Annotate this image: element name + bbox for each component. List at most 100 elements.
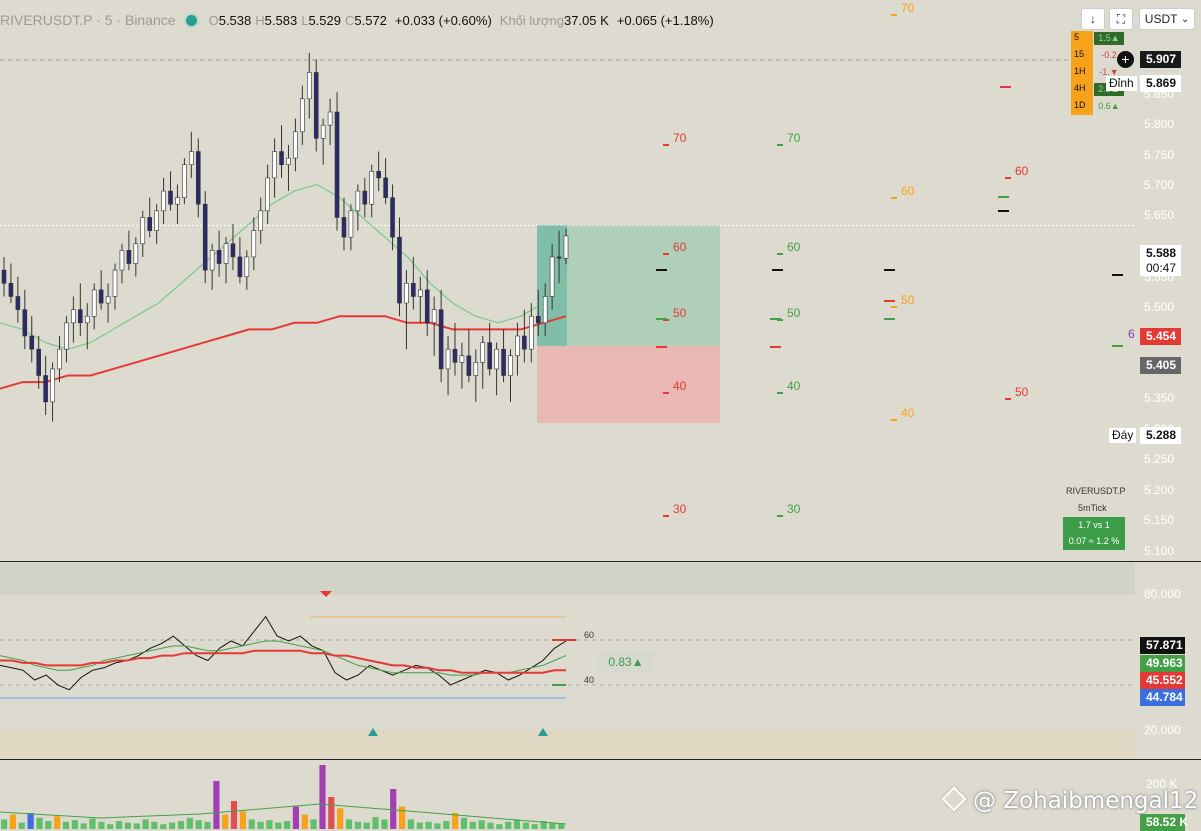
candle-body bbox=[529, 315, 534, 350]
chevron-down-icon: ⌄ bbox=[1180, 13, 1190, 25]
volume-bar bbox=[416, 822, 423, 829]
candle-body bbox=[237, 256, 243, 278]
volume-bar bbox=[80, 823, 87, 829]
ma-fast-line bbox=[0, 183, 567, 350]
green-level-label: 60 bbox=[787, 240, 801, 254]
candle-body bbox=[29, 335, 35, 350]
candle-body bbox=[1, 269, 7, 284]
volume-bar bbox=[195, 820, 202, 829]
timeframe-label[interactable]: 5 bbox=[1074, 32, 1080, 42]
stop-zone bbox=[537, 345, 720, 423]
osc-scale-label: 20.000 bbox=[1144, 723, 1181, 737]
candle-body bbox=[140, 217, 146, 245]
currency-select[interactable]: USDT ⌄ bbox=[1139, 8, 1195, 30]
volume-bar bbox=[266, 820, 273, 829]
timeframe-label[interactable]: 1H bbox=[1074, 66, 1086, 76]
download-arrow-button[interactable]: ↓ bbox=[1081, 8, 1105, 30]
candle-body bbox=[43, 375, 48, 403]
volume-bar bbox=[239, 811, 246, 829]
timeframe-label[interactable]: 15 bbox=[1074, 49, 1085, 59]
volume-bar bbox=[399, 806, 406, 829]
add-plus-icon[interactable]: + bbox=[1117, 51, 1134, 68]
osc-series-line bbox=[0, 640, 567, 676]
candle-body bbox=[452, 348, 458, 363]
high-value: 5.583 bbox=[264, 12, 298, 28]
ratio-box: 1.7 vs 1 0.07 ≈ 1.2 % bbox=[1063, 517, 1125, 550]
volume-bar bbox=[310, 819, 317, 829]
candle-body bbox=[71, 309, 76, 324]
low-label: L bbox=[301, 12, 309, 28]
candle-body bbox=[182, 164, 187, 198]
candle-body bbox=[216, 250, 222, 264]
candle-body bbox=[397, 236, 402, 304]
symbol-title[interactable]: RIVERUSDT.P · 5 · Binance bbox=[0, 12, 176, 28]
osc-peak-marker-icon bbox=[320, 591, 332, 597]
fullscreen-button[interactable]: ⛶ bbox=[1109, 8, 1133, 30]
candle-body bbox=[50, 368, 55, 403]
volume-bar bbox=[142, 819, 149, 829]
candle-body bbox=[286, 157, 291, 166]
candle-body bbox=[348, 210, 354, 238]
candle-body bbox=[300, 98, 305, 133]
price-scale-label: 5.150 bbox=[1144, 513, 1174, 527]
volume-bar bbox=[531, 824, 538, 829]
candle-body bbox=[473, 362, 479, 376]
osc-up-marker-icon bbox=[538, 728, 548, 736]
volume-bar bbox=[54, 816, 61, 829]
candle-body bbox=[445, 348, 451, 370]
volume-bar bbox=[452, 813, 459, 829]
volume-bar bbox=[18, 822, 25, 829]
symbol-legend: RIVERUSDT.P · 5 · Binance O 5.538 H 5.583 … bbox=[0, 10, 714, 30]
volume-bar bbox=[372, 817, 379, 829]
close-value: 5.572 bbox=[354, 12, 387, 28]
candle-body bbox=[466, 355, 472, 376]
volume-bar bbox=[328, 797, 335, 829]
candle-body bbox=[411, 282, 416, 297]
volume-bar bbox=[425, 821, 432, 829]
volume-bar bbox=[222, 814, 229, 829]
candle-body bbox=[8, 282, 14, 297]
volume-bar bbox=[460, 817, 468, 829]
ma-slow-line bbox=[0, 315, 567, 390]
timeframe-label[interactable]: 4H bbox=[1074, 83, 1086, 93]
candle-body bbox=[556, 256, 562, 259]
green-level-label: 70 bbox=[787, 131, 801, 145]
candle-body bbox=[431, 309, 437, 324]
price-scale-label: 5.750 bbox=[1144, 148, 1174, 162]
candle-body bbox=[459, 355, 465, 363]
diamond-logo-icon bbox=[941, 786, 967, 812]
candle-body bbox=[272, 151, 277, 179]
candle-body bbox=[293, 131, 298, 159]
red-level-label: 70 bbox=[673, 131, 687, 145]
candle-body bbox=[320, 124, 326, 139]
price-scale-label: 5.700 bbox=[1144, 178, 1174, 192]
osc-value-tag: 45.552 bbox=[1140, 672, 1185, 689]
volume-value: 37.05 K bbox=[564, 12, 609, 28]
volume-bar bbox=[124, 822, 131, 829]
info-sub: 5mTick bbox=[1078, 503, 1107, 513]
volume-bar bbox=[62, 821, 70, 829]
osc-value-tag: 44.784 bbox=[1140, 689, 1185, 706]
ratio-text: 1.7 vs 1 bbox=[1078, 520, 1110, 530]
volume-bar bbox=[71, 820, 78, 829]
top2-price-tag: 5.869 bbox=[1140, 75, 1181, 92]
candle-timer: 00:47 bbox=[1140, 261, 1181, 276]
osc-series-line bbox=[0, 649, 566, 674]
green-level-label: 50 bbox=[787, 306, 801, 320]
watermark: @ Zohaibmengal12 bbox=[941, 786, 1198, 814]
high-label: H bbox=[255, 12, 265, 28]
volume-bar bbox=[213, 781, 220, 829]
pane-divider bbox=[0, 561, 1201, 562]
candle-body bbox=[438, 309, 444, 370]
candle-body bbox=[64, 322, 69, 350]
volume-bar bbox=[407, 819, 414, 829]
timeframe-label[interactable]: 1D bbox=[1074, 100, 1086, 110]
bottom-label: Đáy bbox=[1109, 428, 1137, 443]
candle-body bbox=[230, 243, 236, 258]
candle-body bbox=[369, 170, 375, 205]
volume-bar bbox=[45, 821, 52, 829]
red-price-tag: 5.454 bbox=[1140, 328, 1181, 345]
candle-body bbox=[133, 243, 139, 264]
